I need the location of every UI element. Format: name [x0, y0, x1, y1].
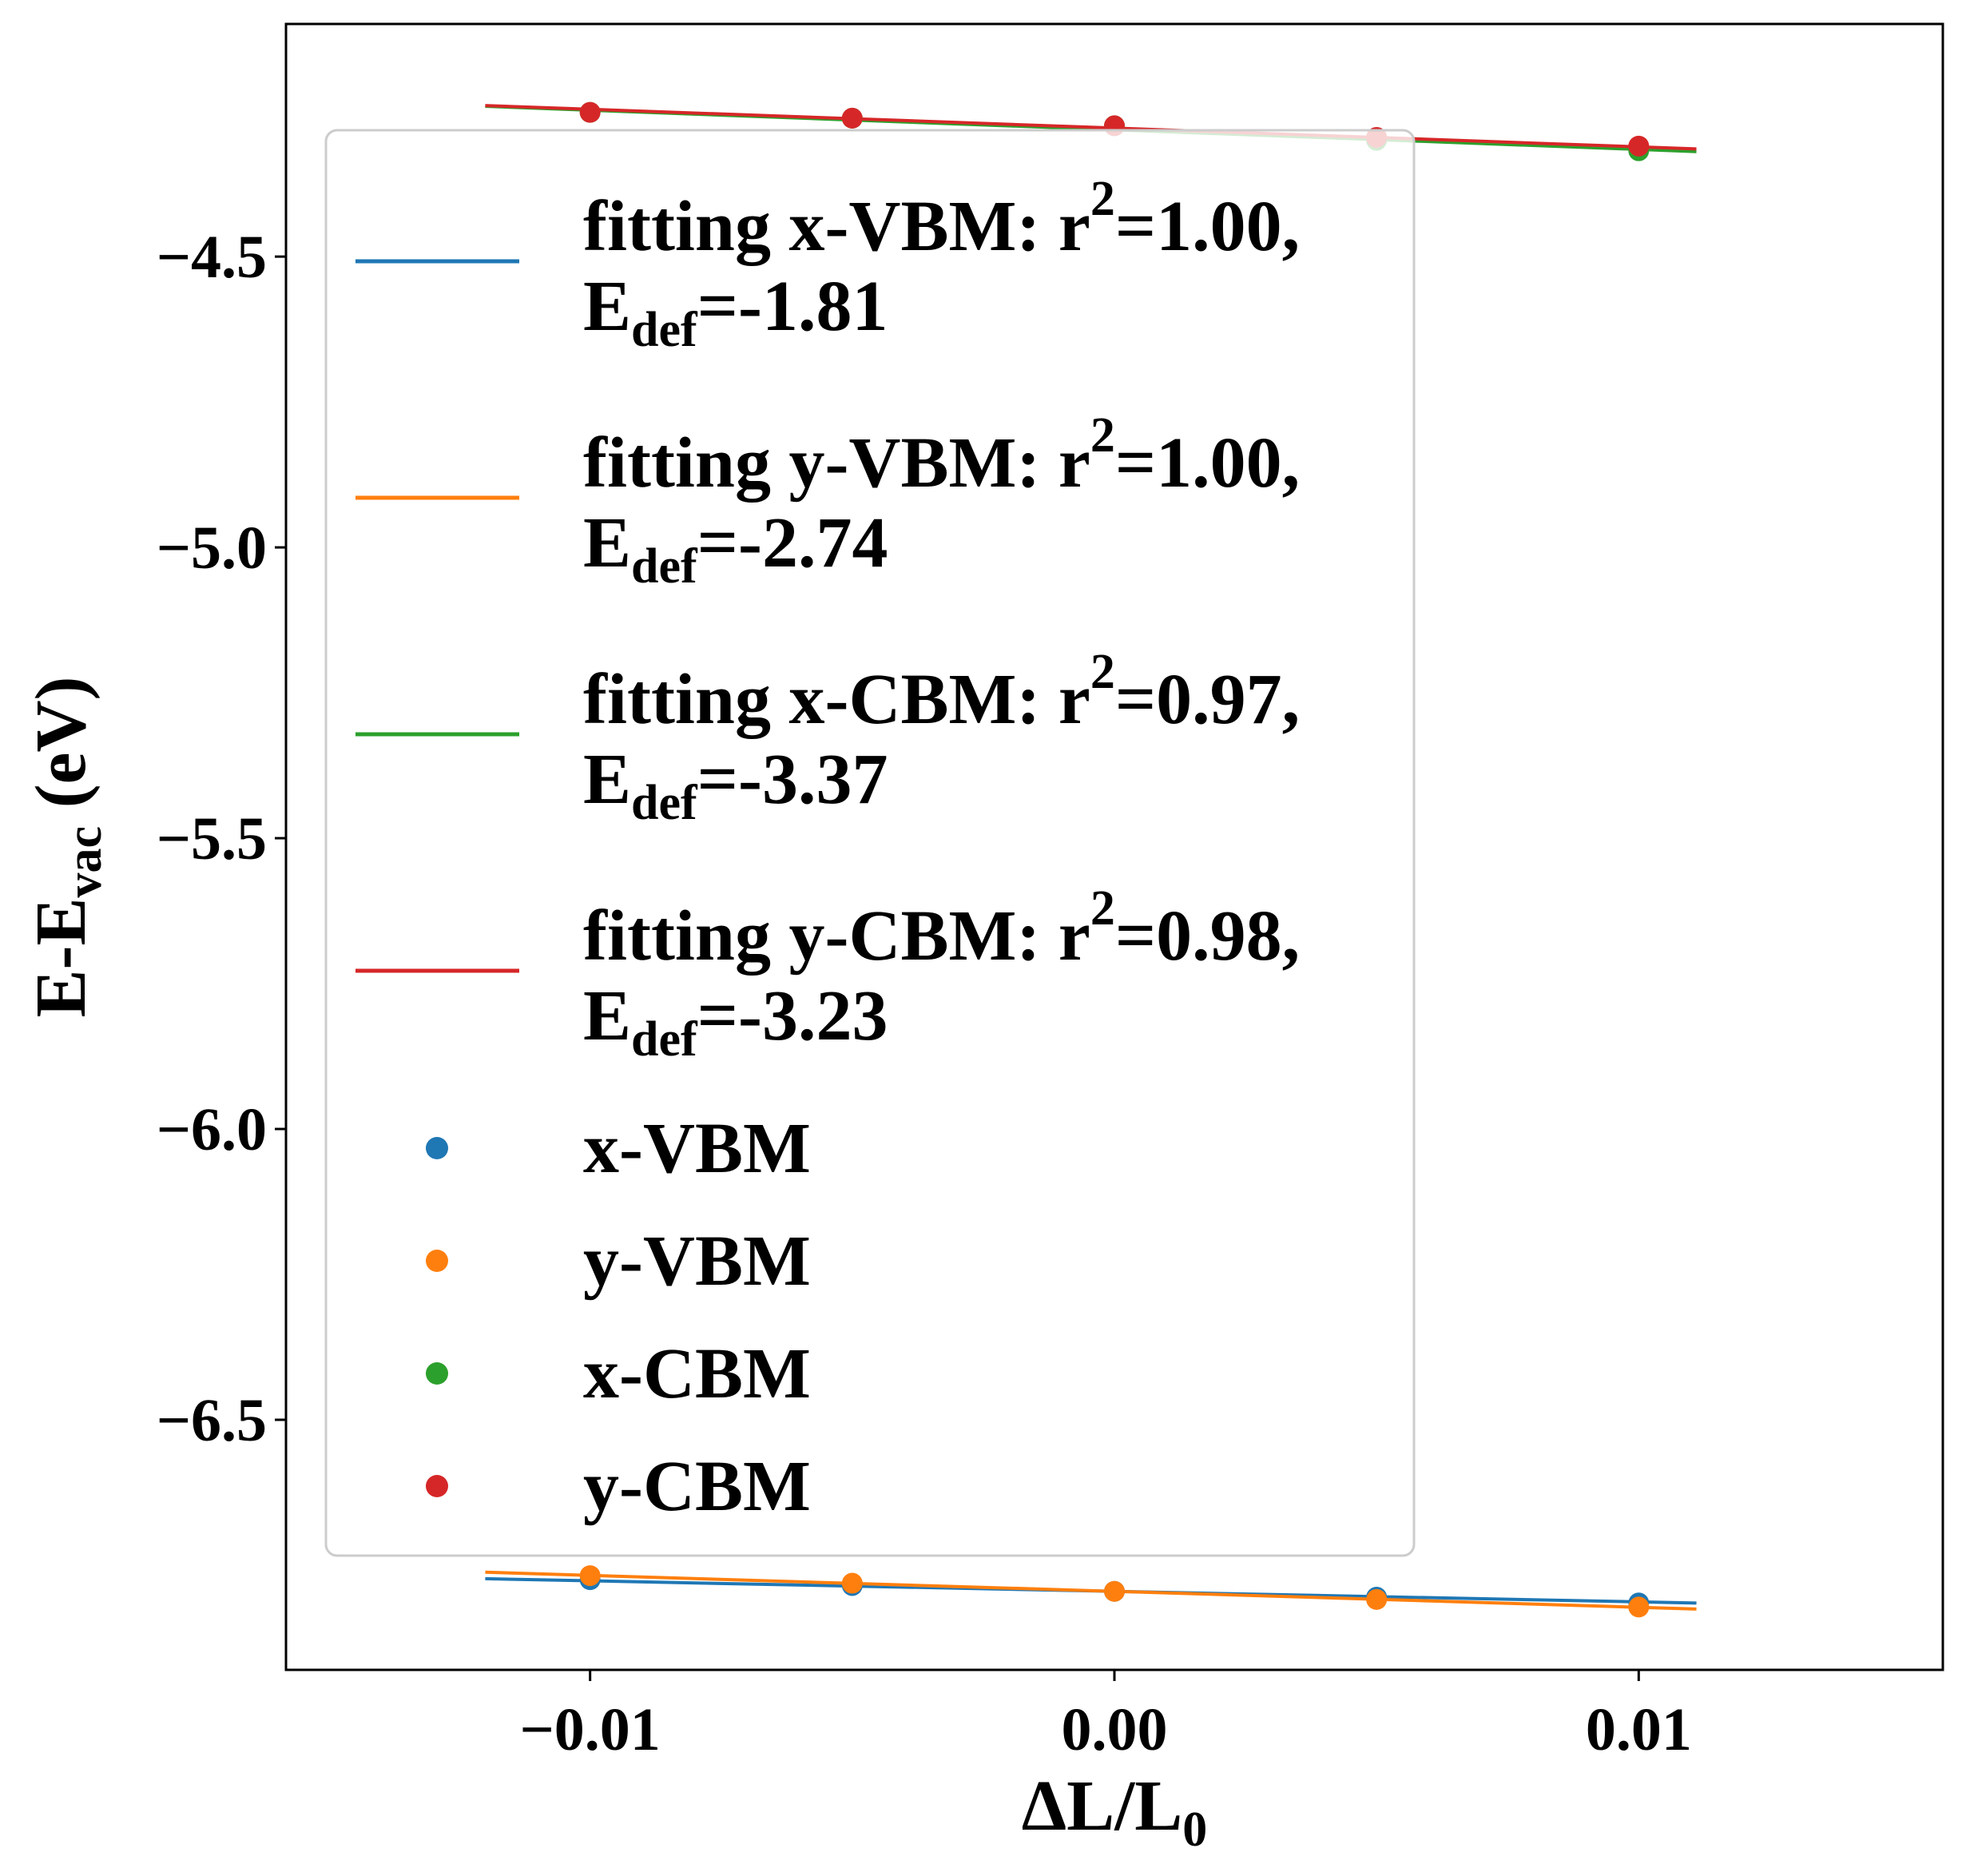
y-tick-label: −6.5 [157, 1387, 267, 1454]
fit-line-y-CBM [485, 104, 1697, 151]
x-tick-label: 0.00 [1062, 1696, 1168, 1763]
legend-label-fit-x-VBM: fitting x-VBM: r2=1.00, [583, 172, 1300, 266]
x-axis-label-main: ΔL/L [1022, 1767, 1183, 1846]
legend-label-edef-x-VBM: Edef=-1.81 [583, 267, 888, 357]
legend-label-edef-x-CBM: Edef=-3.37 [583, 740, 888, 830]
legend-label-point-x-VBM: x-VBM [583, 1109, 811, 1188]
y-tick-label: −5.5 [157, 805, 267, 872]
legend-label-fit-y-CBM: fitting y-CBM: r2=0.98, [583, 881, 1300, 976]
y-tick-label: −5.0 [157, 515, 267, 582]
x-axis-label: ΔL/L0 [1022, 1767, 1208, 1857]
legend-label-point-y-CBM: y-CBM [583, 1447, 811, 1526]
legend-label-fit-x-CBM: fitting x-CBM: r2=0.97, [583, 645, 1300, 739]
y-axis-label-sub: vac [58, 826, 112, 898]
point-y-VBM [1366, 1588, 1388, 1610]
legend: fitting x-VBM: r2=1.00,Edef=-1.81 fitting… [324, 129, 1416, 1557]
y-axis-label-pre: E-E [22, 897, 101, 1017]
point-y-VBM [1104, 1580, 1125, 1602]
y-axis-label-post: (eV) [22, 677, 101, 826]
legend-swatch-point-y-VBM [426, 1250, 448, 1272]
legend-swatch-point-x-VBM [426, 1137, 448, 1159]
x-tick-label: −0.01 [520, 1696, 661, 1763]
point-y-VBM [579, 1565, 601, 1587]
legend-swatch-point-x-CBM [426, 1362, 448, 1385]
legend-label-edef-y-VBM: Edef=-2.74 [583, 503, 888, 594]
point-y-CBM [841, 107, 863, 129]
x-axis-label-sub: 0 [1182, 1802, 1207, 1857]
legend-label-edef-y-CBM: Edef=-3.23 [583, 976, 888, 1067]
point-y-CBM [1628, 135, 1650, 157]
y-tick-label: −4.5 [157, 224, 267, 291]
axes: −0.01 0.00 0.01 −4.5 −5.0 −5.5 −6.0 −6.5 [157, 224, 1692, 1763]
legend-swatch-point-y-CBM [426, 1475, 448, 1497]
legend-frame [324, 129, 1416, 1557]
x-tick-label: 0.01 [1586, 1696, 1692, 1763]
legend-label-fit-y-VBM: fitting y-VBM: r2=1.00, [583, 408, 1300, 503]
y-axis-label: E-Evac (eV) [22, 677, 112, 1018]
point-y-VBM [1628, 1596, 1650, 1618]
point-y-VBM [841, 1572, 863, 1594]
point-y-CBM [579, 101, 601, 123]
fit-line-y-VBM [485, 1570, 1697, 1611]
legend-label-point-x-CBM: x-CBM [583, 1334, 811, 1413]
y-tick-label: −6.0 [157, 1096, 267, 1163]
legend-label-point-y-VBM: y-VBM [583, 1222, 811, 1301]
